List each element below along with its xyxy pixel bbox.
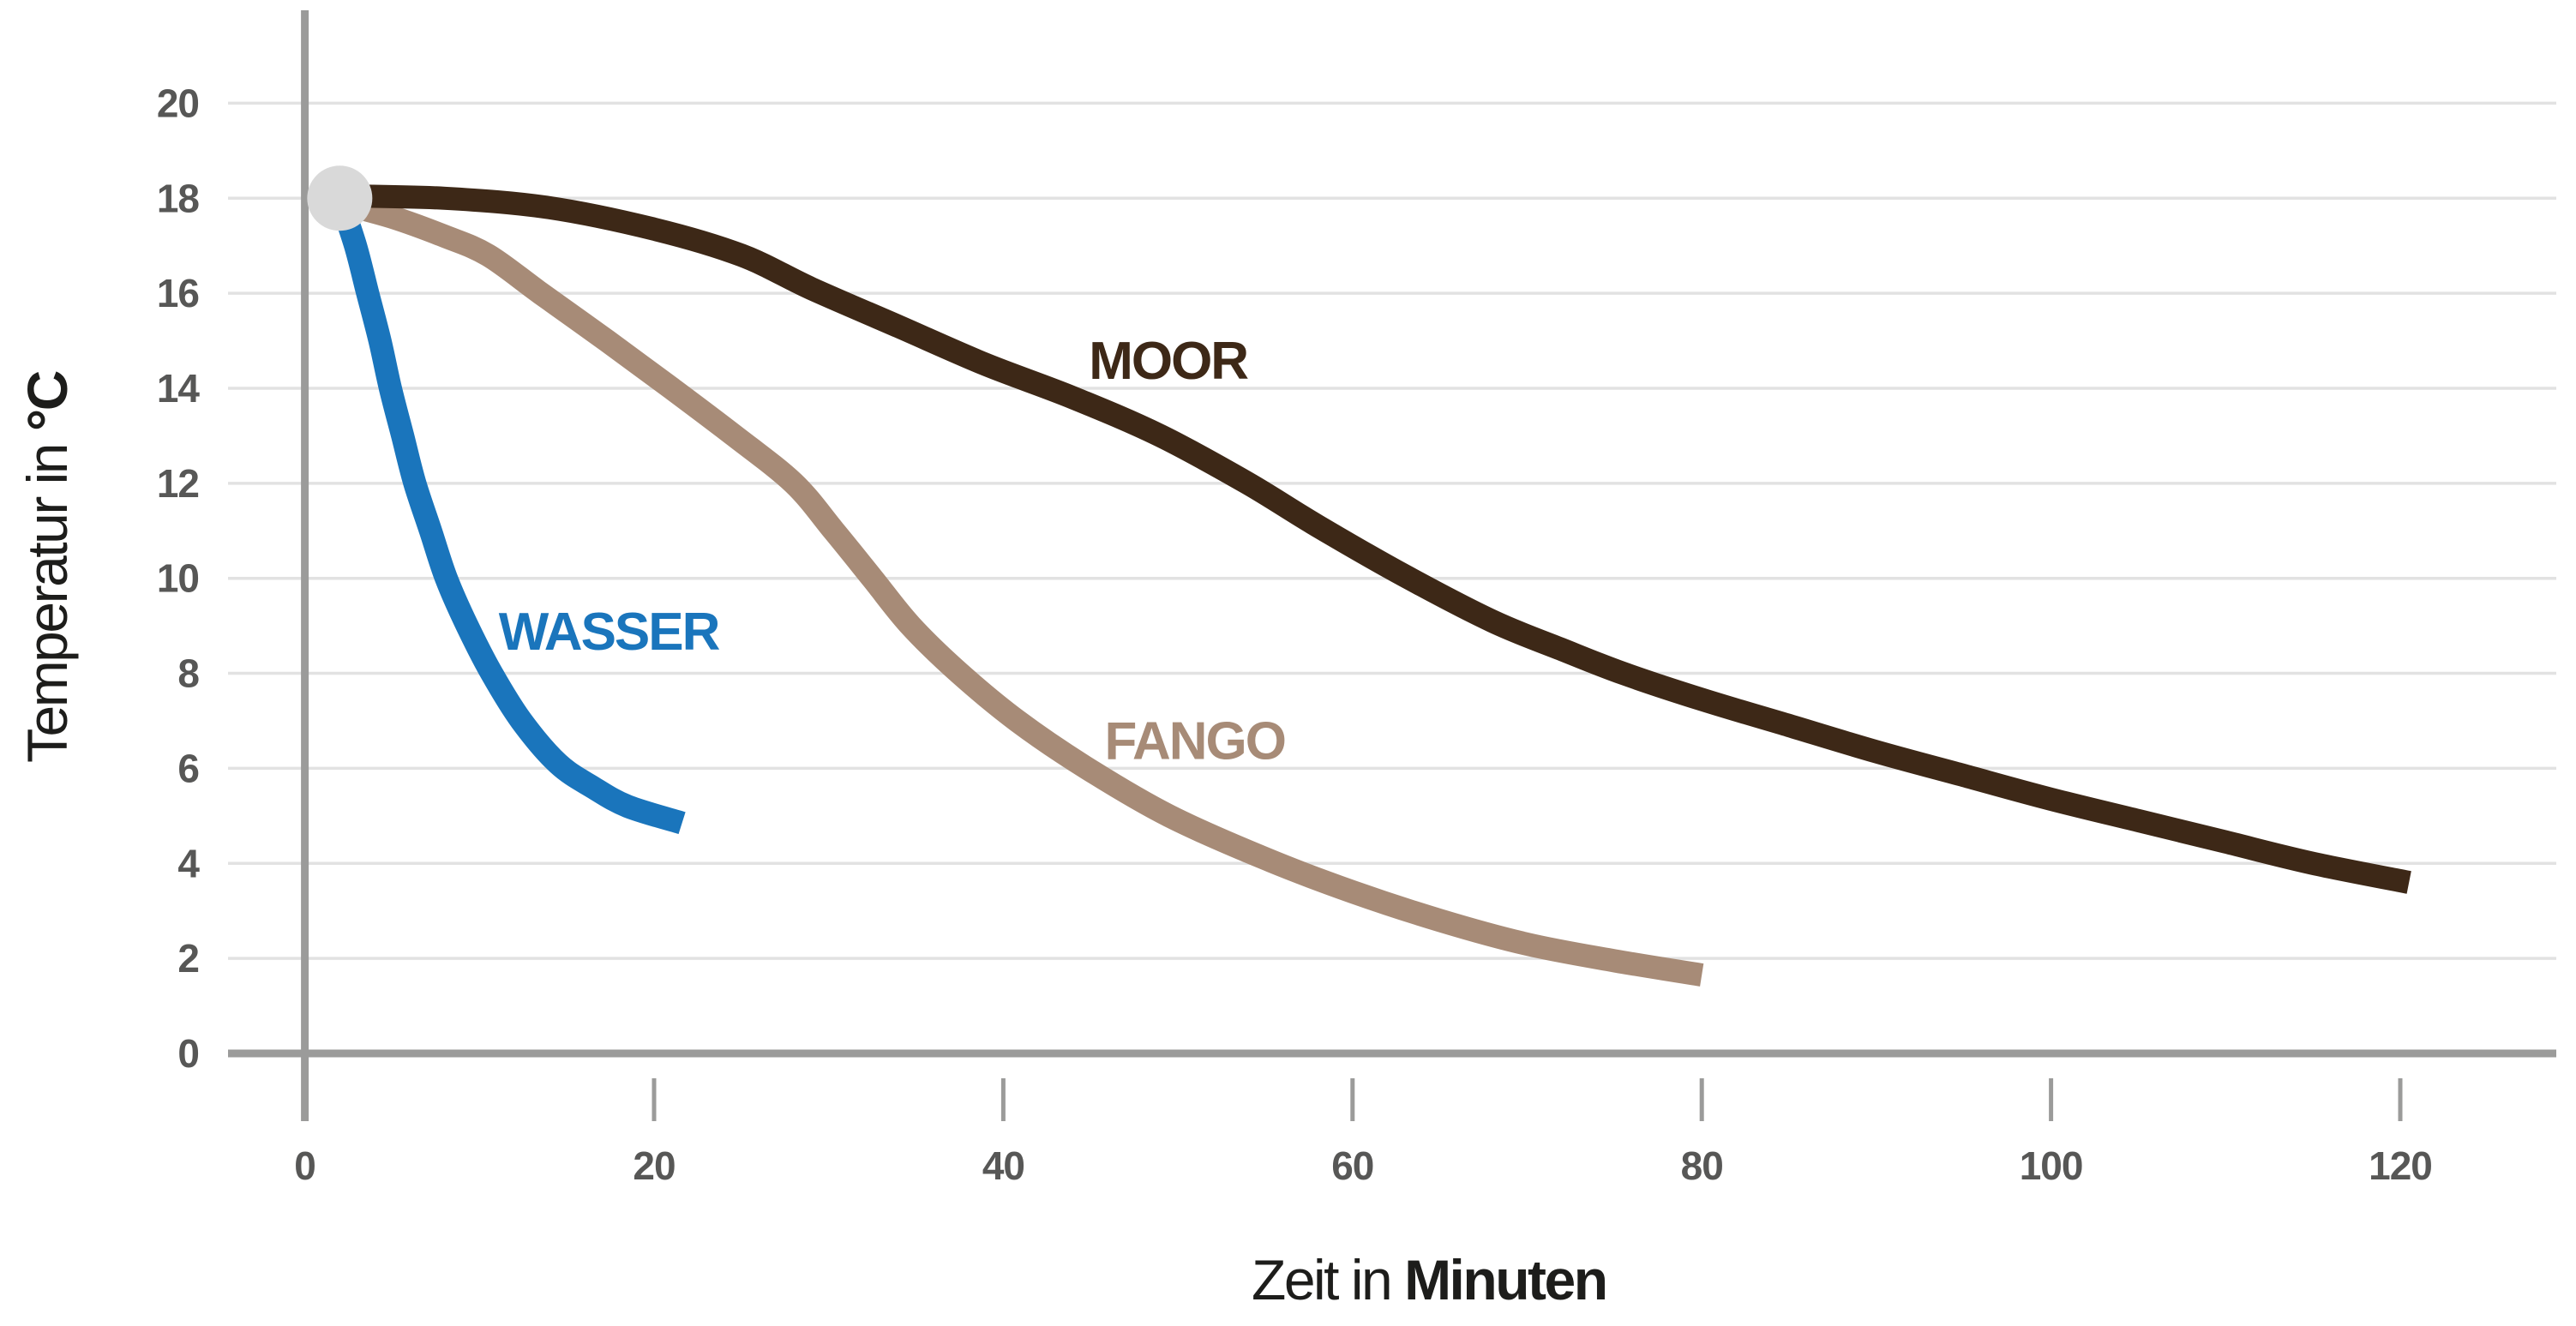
- x-axis-title: Zeit in Minuten: [1252, 1248, 1606, 1311]
- y-axis-title-regular: Temperatur in: [15, 431, 79, 763]
- y-axis-title: Temperatur in °C: [15, 371, 79, 763]
- x-tick-label-0: 0: [294, 1143, 315, 1188]
- y-tick-label-20: 20: [157, 81, 199, 125]
- x-tick-label-40: 40: [982, 1143, 1024, 1188]
- axis-layer: [228, 10, 2556, 1121]
- series-label-fango: FANGO: [1105, 711, 1285, 771]
- x-tick-label-20: 20: [633, 1143, 675, 1188]
- y-tick-label-6: 6: [177, 746, 199, 790]
- series-label-wasser: WASSER: [499, 603, 720, 662]
- y-tick-label-18: 18: [157, 176, 200, 220]
- moor-curve: [339, 183, 2411, 894]
- y-tick-label-8: 8: [177, 651, 199, 696]
- x-tick-label-100: 100: [2020, 1143, 2083, 1188]
- y-tick-label-0: 0: [177, 1031, 199, 1076]
- y-tick-label-12: 12: [157, 461, 199, 506]
- start-point-marker: [307, 165, 373, 231]
- x-axis-title-regular: Zeit in: [1252, 1248, 1404, 1311]
- y-tick-label-16: 16: [157, 271, 199, 315]
- y-axis-title-unit: °C: [15, 371, 79, 431]
- y-tick-label-4: 4: [177, 841, 200, 885]
- x-axis-title-unit: Minuten: [1404, 1248, 1606, 1311]
- y-tick-label-10: 10: [157, 556, 199, 601]
- x-tick-label-120: 120: [2369, 1143, 2432, 1188]
- x-tick-label-80: 80: [1681, 1143, 1723, 1188]
- fango-curve: [336, 191, 1704, 987]
- label-layer: 0 2 4 6 8 10 12 14 16 18 20 0 20 40 60 80 100 120 WASSER FA…: [157, 81, 2433, 1188]
- series-label-moor: MOOR: [1089, 332, 1248, 391]
- x-tick-label-60: 60: [1331, 1143, 1373, 1188]
- curve-layer: [328, 183, 2411, 987]
- y-tick-label-2: 2: [177, 936, 199, 981]
- marker-layer: [307, 165, 373, 231]
- wasser-curve: [328, 194, 686, 835]
- y-tick-label-14: 14: [157, 366, 201, 411]
